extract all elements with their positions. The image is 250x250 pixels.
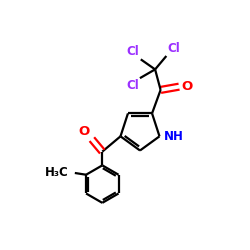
Text: Cl: Cl (127, 45, 140, 58)
Text: NH: NH (164, 130, 184, 143)
Text: Cl: Cl (168, 42, 180, 55)
Text: O: O (78, 125, 89, 138)
Text: O: O (181, 80, 192, 93)
Text: Cl: Cl (126, 79, 139, 92)
Text: H₃C: H₃C (45, 166, 68, 179)
